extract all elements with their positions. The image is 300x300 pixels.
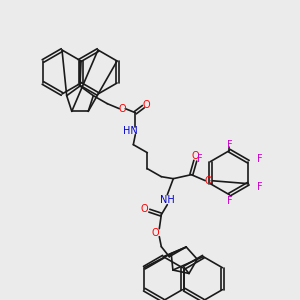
Text: F: F bbox=[256, 182, 262, 192]
Text: HN: HN bbox=[123, 126, 138, 136]
Text: F: F bbox=[256, 154, 262, 164]
Text: O: O bbox=[205, 176, 212, 186]
Text: O: O bbox=[152, 228, 159, 238]
Text: F: F bbox=[226, 140, 232, 150]
Text: O: O bbox=[191, 151, 199, 161]
Text: O: O bbox=[140, 204, 148, 214]
Text: O: O bbox=[118, 104, 126, 114]
Text: NH: NH bbox=[160, 195, 175, 205]
Text: F: F bbox=[196, 154, 202, 164]
Text: O: O bbox=[142, 100, 150, 110]
Text: F: F bbox=[226, 196, 232, 206]
